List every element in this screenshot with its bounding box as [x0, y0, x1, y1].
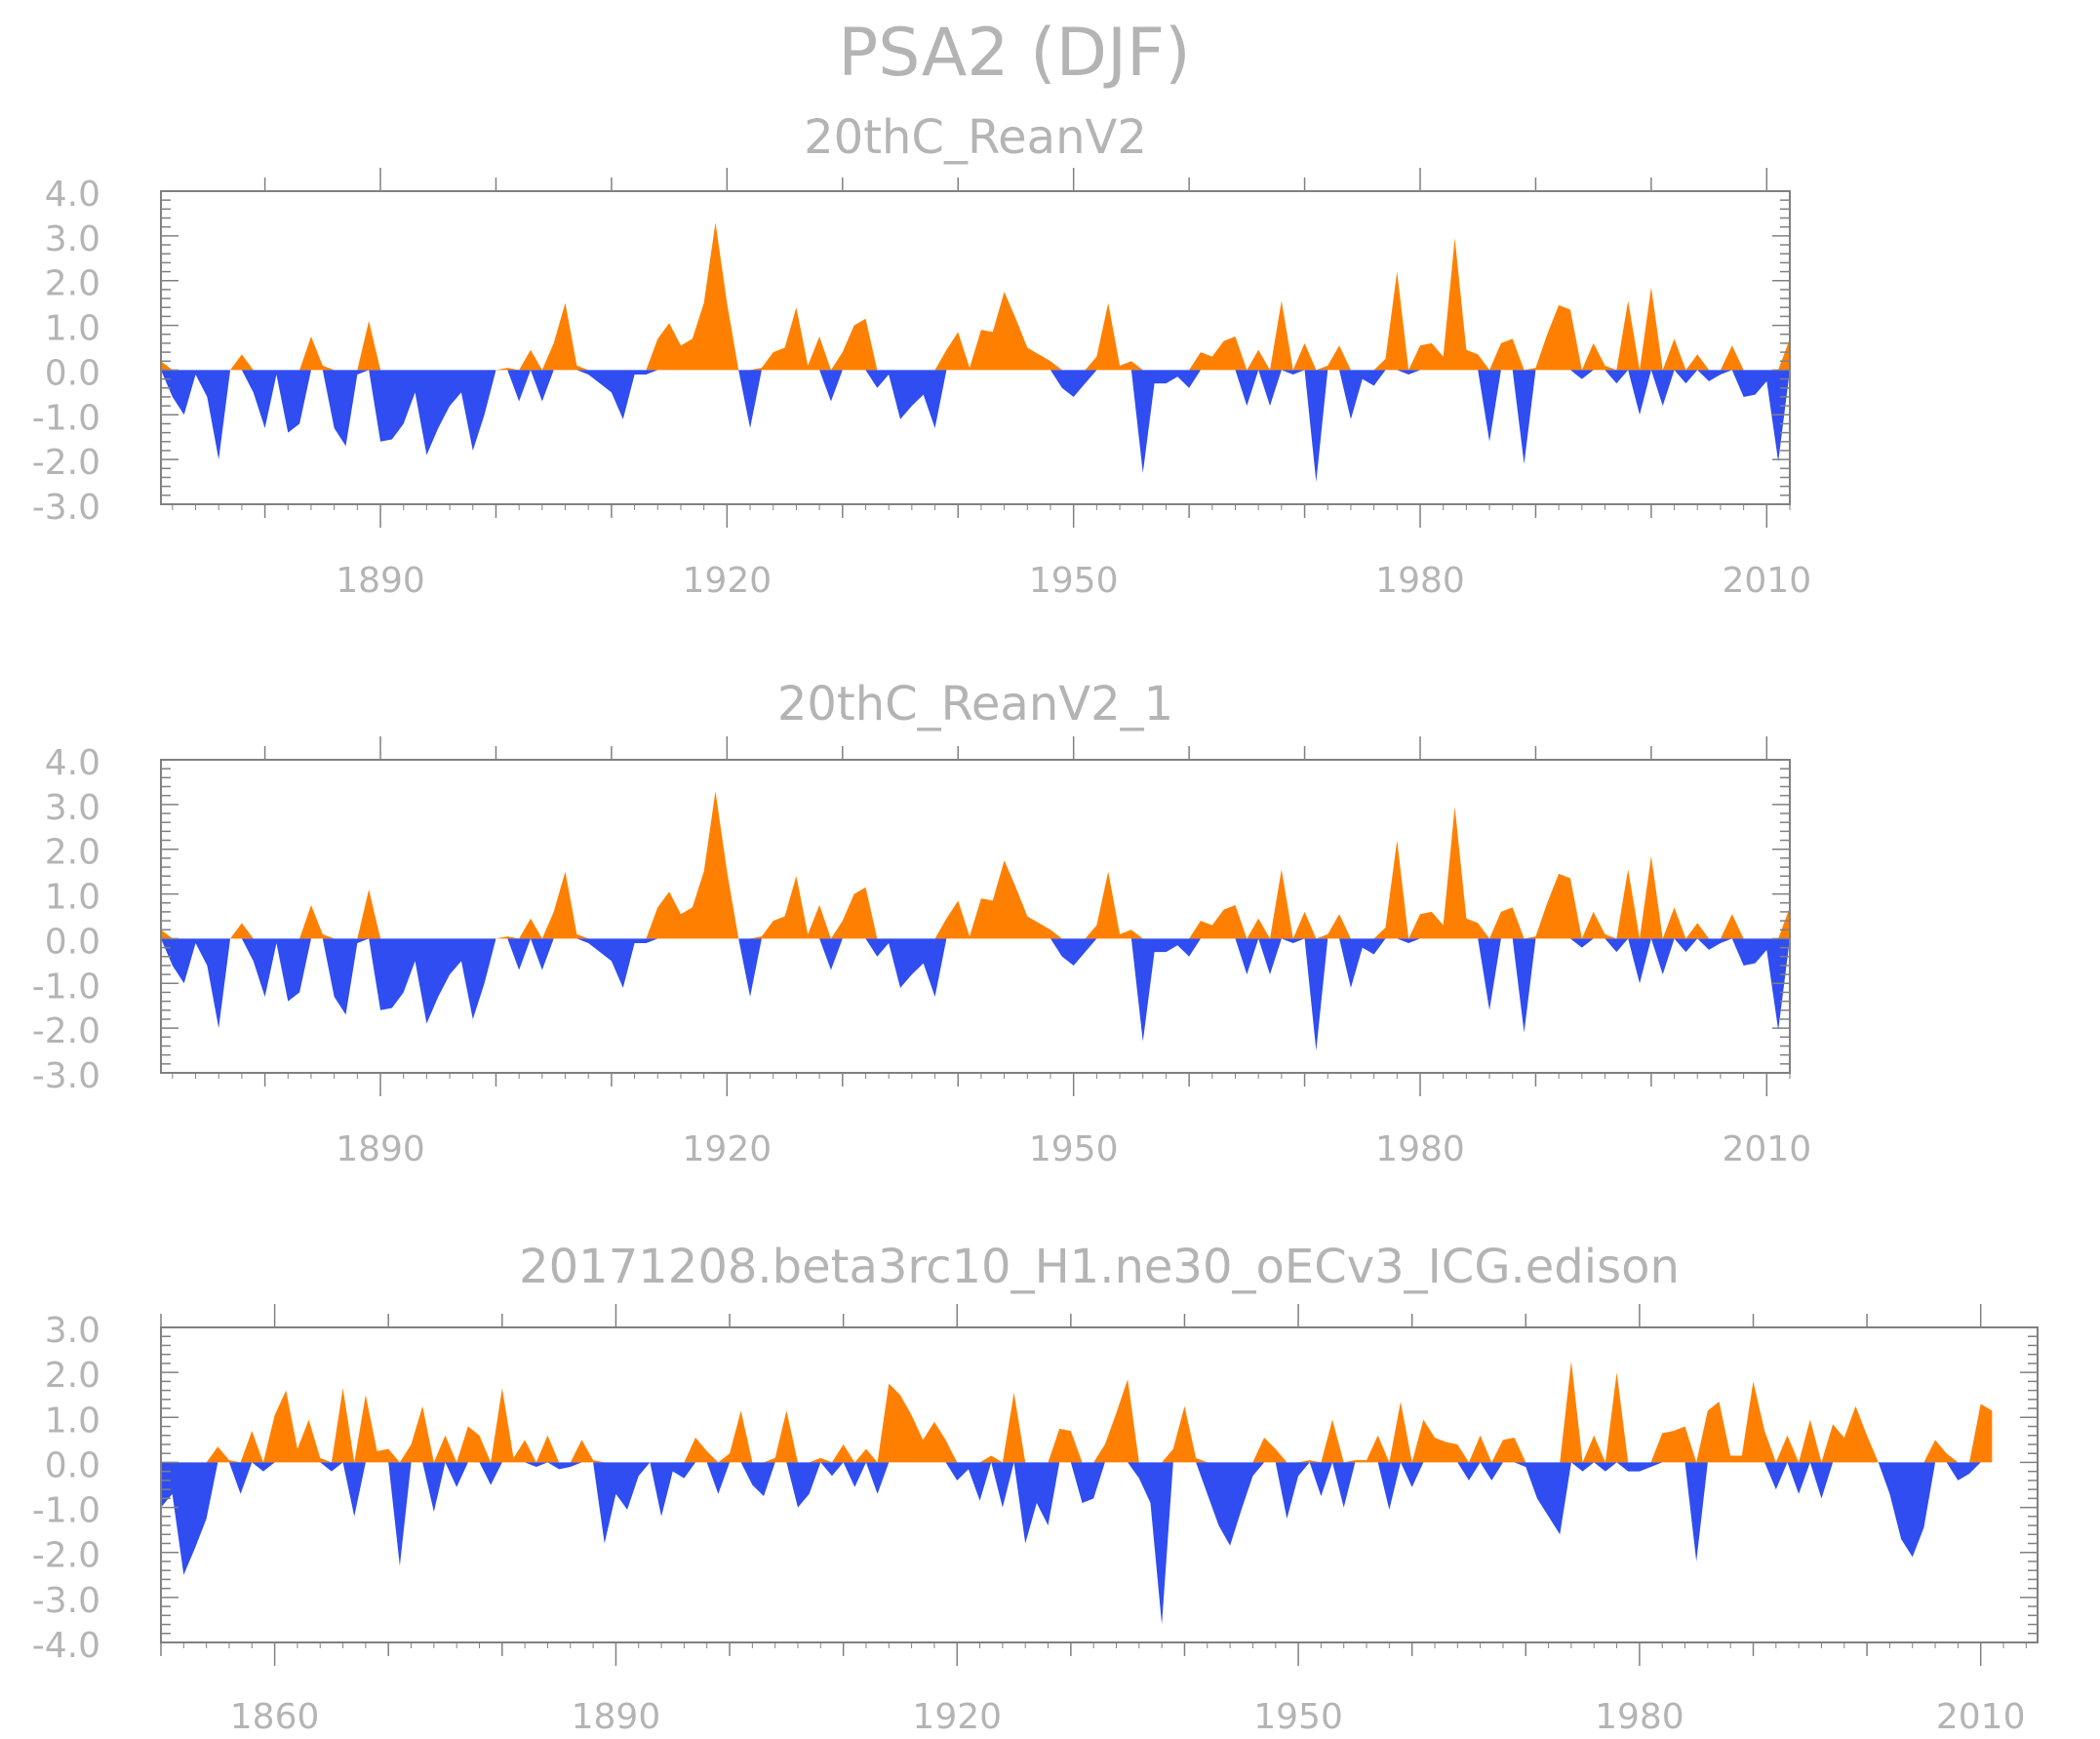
x-tick-label: 2010 [1936, 1697, 2026, 1737]
x-tick-label: 1890 [572, 1697, 661, 1737]
negative-anomaly-area [161, 938, 1790, 1051]
y-tick-label: 2.0 [45, 264, 100, 304]
x-tick-label: 1950 [1253, 1697, 1343, 1737]
y-tick-label: 4.0 [45, 743, 100, 783]
positive-anomaly-area [161, 222, 1790, 371]
y-tick-label: -2.0 [32, 1011, 100, 1051]
x-tick-label: 1950 [1029, 1129, 1119, 1169]
panel-2: 20thC_ReanV2_1 4.0 3.0 2.0 1.00.0 -1.0-2.0 -3.… [32, 677, 1811, 1169]
x-tick-label: 2010 [1722, 561, 1811, 601]
x-tick-label: 2010 [1722, 1129, 1811, 1169]
x-tick-label: 1860 [230, 1697, 320, 1737]
y-axis: 4.03.0 2.0 1.00.0 -1.0 -2.0 -3.0 [32, 175, 1790, 528]
x-tick-label: 1950 [1029, 561, 1119, 601]
y-tick-label: 4.0 [45, 175, 100, 215]
y-tick-label: 0.0 [45, 353, 100, 393]
plot-frame [160, 190, 1791, 505]
plot-frame [160, 759, 1791, 1074]
panel-1: 20thC_ReanV2 4.03.0 2.0 1.00.0 -1.0 -2.0 -3.0 1… [32, 110, 1811, 601]
x-tick-label: 1980 [1375, 1129, 1465, 1169]
negative-anomaly-area [161, 1462, 1993, 1625]
x-tick-label: 1980 [1375, 561, 1465, 601]
x-tick-label: 1920 [912, 1697, 1002, 1737]
x-axis: 1890 1920 1950 1980 2010 [172, 168, 1811, 601]
y-tick-label: -3.0 [32, 488, 100, 528]
y-tick-label: -2.0 [32, 1536, 100, 1576]
plot-frame [160, 1326, 2039, 1643]
y-tick-label: 3.0 [45, 219, 100, 259]
y-tick-label: 3.0 [45, 1311, 100, 1351]
y-tick-label: 0.0 [45, 922, 100, 962]
y-axis: 3.0 2.0 1.00.0 -1.0 -2.0 -3.0 -4.0 [32, 1311, 2038, 1666]
y-tick-label: 1.0 [45, 1401, 100, 1441]
panel-3: 20171208.beta3rc10_H1.ne30_oECv3_ICG.edi… [32, 1240, 2039, 1737]
y-tick-label: 2.0 [45, 833, 100, 873]
positive-anomaly-area [161, 791, 1790, 939]
y-tick-label: 1.0 [45, 878, 100, 918]
x-axis: 1860 1890 1920 1950 1980 2010 [160, 1304, 2027, 1737]
x-tick-label: 1890 [336, 561, 425, 601]
y-tick-label: -3.0 [32, 1581, 100, 1621]
figure-title: PSA2 (DJF) [838, 15, 1190, 92]
x-axis: 1890 1920 1950 1980 2010 [172, 736, 1811, 1169]
y-tick-label: -1.0 [32, 967, 100, 1007]
x-tick-label: 1920 [683, 1129, 773, 1169]
x-tick-label: 1890 [336, 1129, 425, 1169]
panels: 20thC_ReanV24.03.02.01.00.0-1.0-2.0-3.01… [32, 110, 2039, 1737]
y-tick-label: 0.0 [45, 1445, 100, 1485]
y-tick-label: -1.0 [32, 398, 100, 438]
y-tick-label: -2.0 [32, 443, 100, 483]
panel-title: 20thC_ReanV2_1 [777, 677, 1173, 731]
y-tick-label: -3.0 [32, 1056, 100, 1096]
y-tick-label: -4.0 [32, 1626, 100, 1666]
y-tick-label: 3.0 [45, 788, 100, 828]
y-axis: 4.0 3.0 2.0 1.00.0 -1.0-2.0 -3.0 [32, 743, 1790, 1096]
y-tick-label: -1.0 [32, 1491, 100, 1531]
positive-anomaly-area [161, 1361, 1993, 1463]
negative-anomaly-area [161, 370, 1790, 483]
x-tick-label: 1980 [1595, 1697, 1684, 1737]
panel-title: 20thC_ReanV2 [804, 110, 1147, 165]
y-tick-label: 1.0 [45, 309, 100, 349]
x-tick-label: 1920 [683, 561, 773, 601]
y-tick-label: 2.0 [45, 1356, 100, 1396]
panel-title: 20171208.beta3rc10_H1.ne30_oECv3_ICG.edi… [519, 1240, 1680, 1294]
